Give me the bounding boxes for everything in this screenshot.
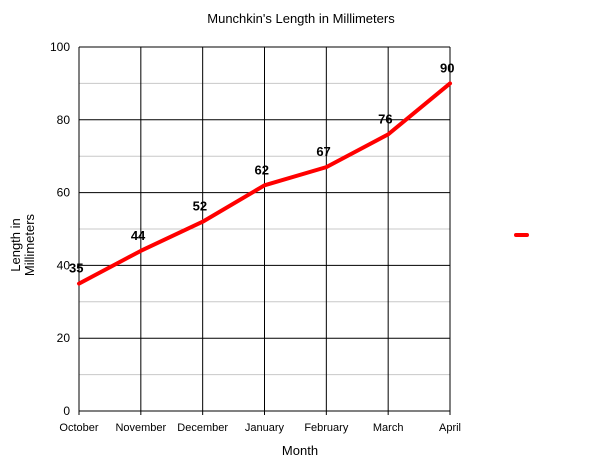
data-label: 44 <box>131 228 146 243</box>
x-tick-label: February <box>304 422 349 434</box>
data-label: 67 <box>316 144 330 159</box>
y-tick-label: 40 <box>57 258 71 272</box>
y-axis-label-line-2: Millimeters <box>22 213 37 276</box>
y-tick-label: 0 <box>63 404 70 418</box>
x-tick-label: March <box>373 422 404 434</box>
data-label: 62 <box>255 162 269 177</box>
data-label: 52 <box>193 199 207 214</box>
data-labels: 35 44 52 62 67 76 90 <box>69 60 454 275</box>
y-tick-label: 100 <box>50 40 70 54</box>
y-axis-label-line-1: Length in <box>8 218 23 272</box>
y-axis-ticks: 0 20 40 60 80 100 <box>50 40 70 418</box>
gridlines <box>78 46 451 415</box>
data-label: 35 <box>69 261 83 276</box>
x-tick-label: November <box>115 422 166 434</box>
x-tick-label: October <box>59 422 98 434</box>
y-axis-label: Length in Millimeters <box>8 213 37 276</box>
series-layer <box>77 81 452 286</box>
y-tick-label: 80 <box>57 113 71 127</box>
y-tick-label: 60 <box>57 186 71 200</box>
series-line <box>77 81 452 286</box>
data-label: 90 <box>440 60 454 75</box>
x-axis-ticks: October November December January February Ma… <box>59 422 461 434</box>
data-label: 76 <box>378 111 392 126</box>
y-tick-label: 20 <box>57 331 71 345</box>
x-tick-label: April <box>439 422 461 434</box>
chart-title: Munchkin's Length in Millimeters <box>207 11 395 26</box>
x-axis-label: Month <box>282 443 318 458</box>
x-tick-label: December <box>177 422 228 434</box>
x-tick-label: January <box>245 422 285 434</box>
